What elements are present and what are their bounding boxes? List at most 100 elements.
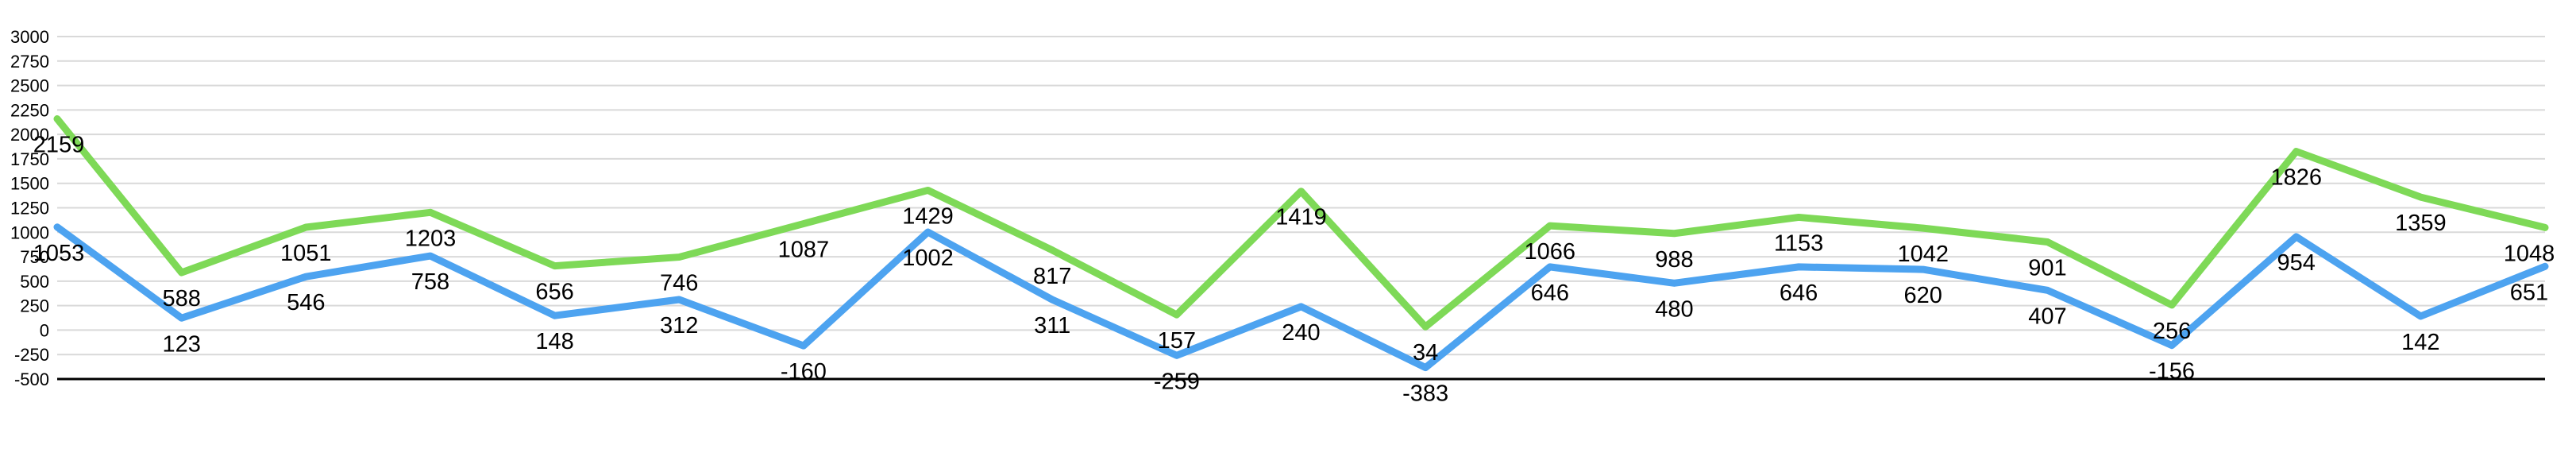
data-label: 256 bbox=[2153, 319, 2191, 344]
y-tick-label: 2750 bbox=[10, 52, 49, 72]
y-tick-label: 3000 bbox=[10, 27, 49, 47]
data-point bbox=[1919, 266, 1926, 273]
data-label: 646 bbox=[1780, 280, 1818, 306]
data-label: -160 bbox=[781, 359, 827, 385]
data-label: 34 bbox=[1413, 340, 1438, 366]
y-tick-label: -500 bbox=[14, 369, 49, 389]
data-label: 1826 bbox=[2270, 165, 2322, 191]
data-point bbox=[1671, 230, 1678, 237]
data-point bbox=[676, 253, 683, 261]
data-point bbox=[303, 273, 310, 280]
data-point bbox=[54, 223, 60, 230]
y-tick-label: 1750 bbox=[10, 149, 49, 169]
data-label: 954 bbox=[2277, 250, 2316, 276]
data-label: 1048 bbox=[2504, 241, 2555, 266]
y-tick-label: 1500 bbox=[10, 174, 49, 194]
data-point bbox=[2542, 263, 2548, 270]
data-point bbox=[1298, 303, 1305, 310]
data-point bbox=[551, 262, 558, 269]
data-label: 480 bbox=[1655, 296, 1693, 322]
data-label: 901 bbox=[2028, 255, 2066, 280]
data-point bbox=[2293, 233, 2300, 240]
series-layer bbox=[53, 115, 2549, 372]
y-tick-label: 2250 bbox=[10, 100, 49, 120]
data-label: 620 bbox=[1904, 283, 1942, 308]
y-tick-label: 2500 bbox=[10, 76, 49, 96]
data-label: 311 bbox=[1034, 313, 1070, 339]
data-label: 1002 bbox=[902, 246, 954, 271]
y-tick-label: -250 bbox=[14, 345, 49, 365]
data-label: 407 bbox=[2028, 304, 2066, 329]
data-point bbox=[1298, 188, 1305, 195]
data-label: -156 bbox=[2149, 359, 2195, 385]
data-point bbox=[2417, 194, 2424, 201]
data-point bbox=[2044, 238, 2051, 246]
data-label-layer: 2159 588 1051 1203 656 746 1087 1429 817 157 1419 3… bbox=[33, 133, 2555, 407]
data-point bbox=[303, 224, 310, 231]
data-label: 1203 bbox=[405, 226, 457, 251]
data-label: 1429 bbox=[902, 203, 954, 229]
data-point bbox=[1919, 225, 1926, 232]
data-point bbox=[800, 342, 807, 350]
data-point bbox=[1173, 352, 1180, 359]
data-point bbox=[2044, 287, 2051, 294]
data-point bbox=[2169, 301, 2176, 308]
data-point bbox=[54, 115, 60, 122]
data-point bbox=[676, 296, 683, 304]
data-label: 817 bbox=[1033, 264, 1071, 289]
data-label: -259 bbox=[1154, 369, 1200, 394]
data-label: 312 bbox=[660, 313, 698, 339]
data-label: 988 bbox=[1655, 247, 1693, 273]
y-tick-label: 0 bbox=[40, 320, 49, 340]
data-label: 1053 bbox=[33, 241, 85, 266]
data-point bbox=[178, 315, 185, 322]
data-point bbox=[2417, 312, 2424, 319]
data-point bbox=[1795, 214, 1803, 221]
data-label: 651 bbox=[2510, 280, 2548, 305]
data-point bbox=[426, 209, 434, 216]
data-point bbox=[178, 269, 185, 277]
data-point bbox=[2293, 148, 2300, 155]
data-point bbox=[1422, 364, 1429, 371]
y-tick-labels: -500 -250 0 250 500 750 1000 1250 1500 1750 2000 22… bbox=[10, 27, 49, 389]
data-label: 240 bbox=[1282, 320, 1320, 346]
data-point bbox=[800, 220, 807, 227]
data-label: 1051 bbox=[280, 241, 332, 266]
data-point bbox=[2169, 342, 2176, 349]
data-label: 1153 bbox=[1774, 230, 1823, 256]
data-label: 758 bbox=[411, 269, 449, 295]
y-tick-label: 250 bbox=[20, 296, 49, 316]
data-point bbox=[1422, 323, 1429, 331]
data-label: 142 bbox=[2401, 330, 2439, 355]
data-point bbox=[2542, 224, 2548, 231]
y-tick-label: 750 bbox=[20, 247, 49, 267]
data-label: 123 bbox=[162, 331, 200, 357]
data-point bbox=[1795, 263, 1803, 270]
data-point bbox=[1671, 280, 1678, 287]
data-point bbox=[924, 229, 931, 236]
data-point bbox=[1546, 222, 1553, 230]
data-label: 546 bbox=[287, 290, 325, 315]
data-point bbox=[551, 312, 558, 319]
data-point bbox=[426, 253, 434, 260]
data-point bbox=[1173, 311, 1180, 319]
data-label: 656 bbox=[535, 280, 573, 305]
y-tick-label: 1250 bbox=[10, 199, 49, 219]
data-point bbox=[1049, 246, 1056, 253]
data-label: 1087 bbox=[778, 238, 830, 263]
data-label: -383 bbox=[1402, 381, 1448, 407]
data-point bbox=[1049, 296, 1056, 304]
y-tick-label: 1000 bbox=[10, 222, 49, 242]
data-label: 746 bbox=[660, 271, 698, 296]
data-point bbox=[924, 187, 931, 194]
y-tick-label: 500 bbox=[20, 272, 49, 292]
data-label: 2159 bbox=[33, 133, 85, 158]
data-label: 588 bbox=[162, 286, 200, 311]
data-point bbox=[1546, 263, 1553, 270]
data-label: 157 bbox=[1158, 328, 1196, 354]
data-label: 646 bbox=[1531, 280, 1569, 306]
data-label: 1066 bbox=[1525, 239, 1576, 265]
y-tick-label: 2000 bbox=[10, 125, 49, 145]
data-label: 1042 bbox=[1897, 242, 1949, 267]
